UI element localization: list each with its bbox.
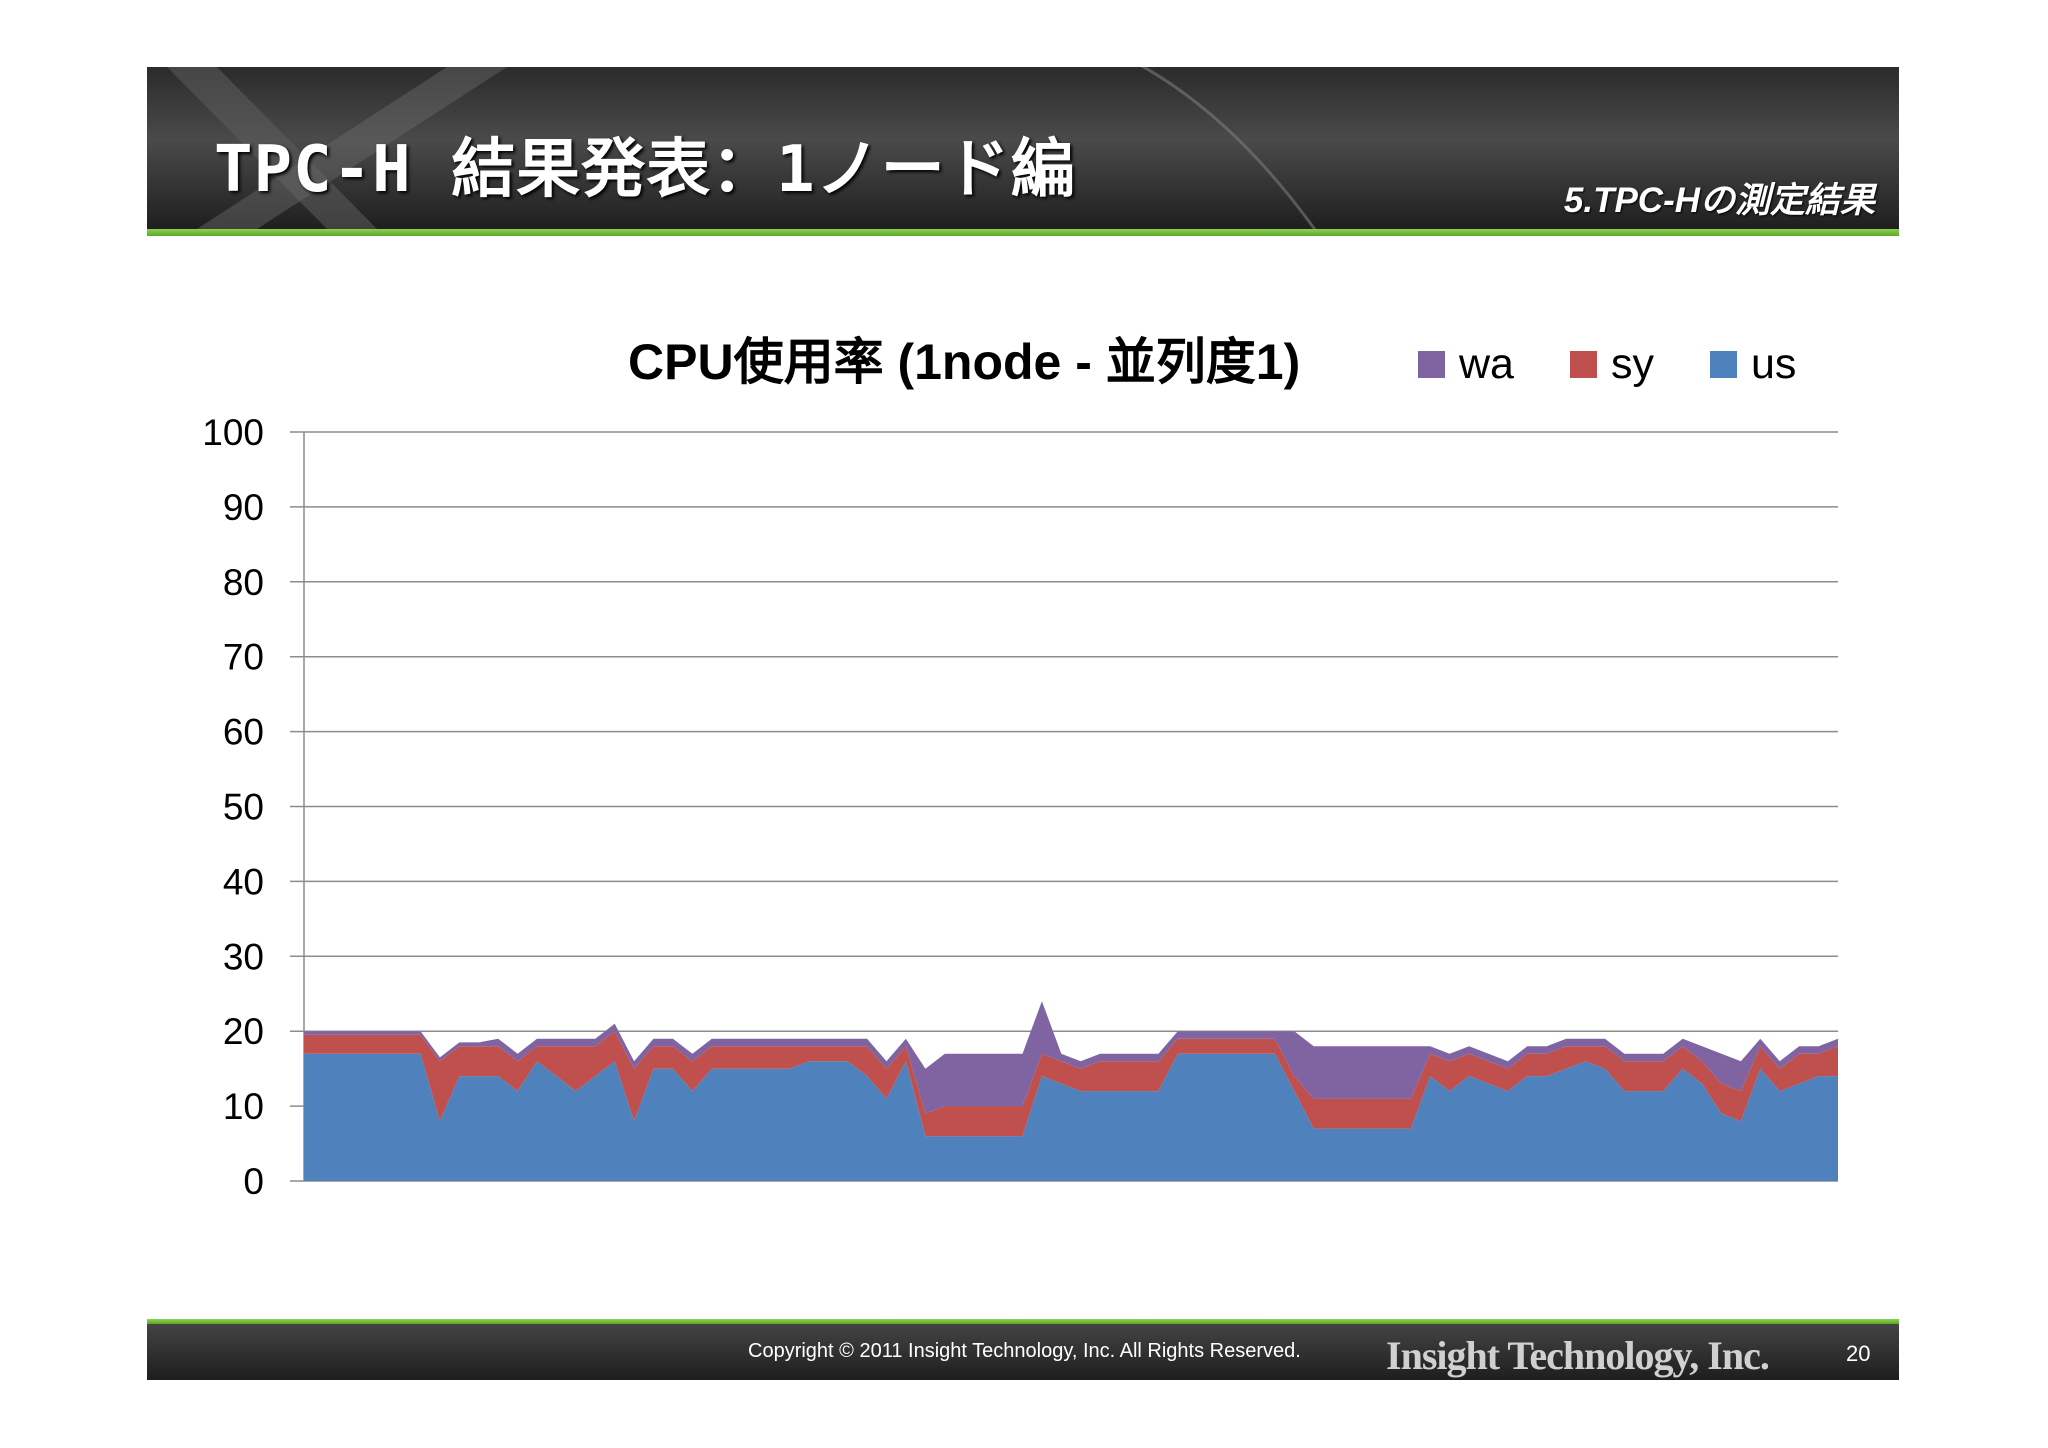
legend-swatch-sy <box>1569 351 1597 378</box>
header-accent-bar <box>147 229 1899 236</box>
slide-header <box>147 67 1899 229</box>
chart-legend: wa sy us <box>1418 340 1796 389</box>
y-tick-label-30: 30 <box>223 936 264 977</box>
decorative-x-graphic <box>167 67 507 229</box>
legend-item-us: us <box>1709 340 1797 389</box>
area-series-us <box>304 1053 1838 1181</box>
y-tick-label-80: 80 <box>223 562 264 603</box>
legend-item-wa: wa <box>1418 340 1514 389</box>
y-tick-label-60: 60 <box>223 712 264 753</box>
legend-label-wa: wa <box>1459 340 1514 388</box>
decorative-arc-graphic <box>1140 67 1317 229</box>
page-number: 20 <box>1846 1341 1871 1366</box>
section-label: 5.TPC-Hの測定結果 <box>1563 181 1875 220</box>
y-tick-label-90: 90 <box>223 487 264 528</box>
y-tick-label-50: 50 <box>223 787 264 828</box>
y-tick-label-40: 40 <box>223 861 264 902</box>
area-series-sy <box>304 1031 1838 1137</box>
slide-footer <box>147 1324 1899 1380</box>
y-tick-label-20: 20 <box>223 1011 264 1052</box>
chart-title: CPU使用率 (1node - 並列度1) <box>628 334 1301 390</box>
legend-swatch-us <box>1709 351 1737 378</box>
legend-label-sy: sy <box>1610 340 1654 388</box>
y-tick-label-100: 100 <box>202 412 264 453</box>
y-tick-label-0: 0 <box>243 1161 264 1202</box>
copyright-text: Copyright © 2011 Insight Technology, Inc… <box>748 1340 1301 1362</box>
slide-title: TPC-H 結果発表：1ノード編 <box>214 133 1076 207</box>
legend-label-us: us <box>1750 340 1797 388</box>
footer-accent-bar <box>147 1319 1899 1324</box>
legend-swatch-wa <box>1418 351 1445 378</box>
company-logo: Insight Technology, Inc. <box>1386 1333 1770 1378</box>
legend-item-sy: sy <box>1569 340 1654 389</box>
y-tick-label-10: 10 <box>223 1086 264 1127</box>
y-tick-label-70: 70 <box>223 637 264 678</box>
